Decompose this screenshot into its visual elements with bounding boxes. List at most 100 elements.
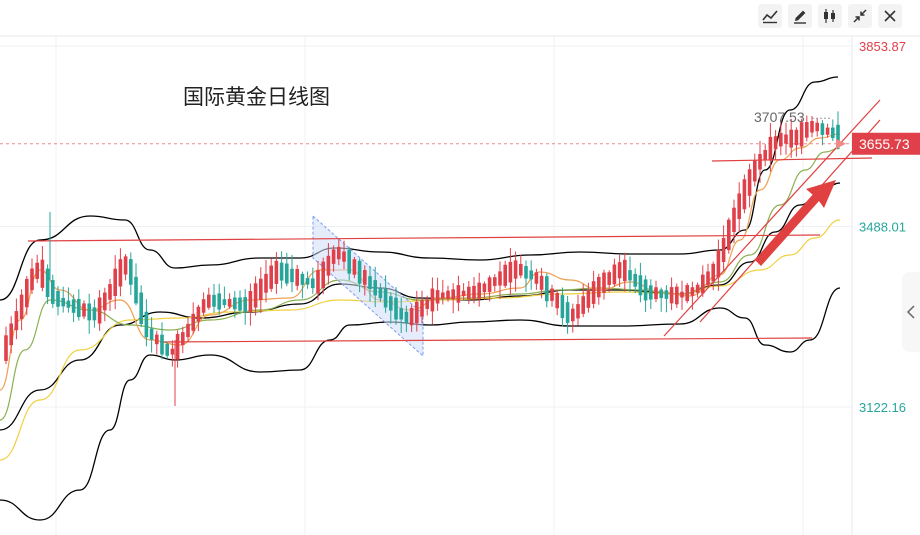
current-price-badge xyxy=(852,132,920,155)
candle-body xyxy=(227,298,232,307)
close-button[interactable] xyxy=(878,4,902,28)
candle-body xyxy=(305,278,310,285)
candle-body xyxy=(207,294,211,308)
candle-body xyxy=(591,281,596,304)
candle-body xyxy=(810,121,814,133)
collapse-button[interactable] xyxy=(848,4,872,28)
candle-body xyxy=(716,249,721,278)
collapse-icon xyxy=(853,9,867,23)
candle-body xyxy=(311,278,315,289)
candle-body xyxy=(576,304,580,319)
candle-body xyxy=(441,292,445,299)
candle-body xyxy=(123,256,128,275)
candle-body xyxy=(565,302,570,323)
candle-body xyxy=(56,290,60,307)
chart-title: 国际黄金日线图 xyxy=(183,85,330,109)
candle-body xyxy=(747,169,752,196)
side-panel-toggle[interactable] xyxy=(902,272,920,352)
candle-body xyxy=(175,333,180,360)
candle-body xyxy=(71,299,76,313)
candle-body xyxy=(201,299,206,313)
candle-body xyxy=(389,296,393,311)
candle-body xyxy=(638,275,643,296)
candle-body xyxy=(404,311,409,324)
candle-body xyxy=(560,295,565,319)
range-bottom-line xyxy=(159,337,813,343)
candle-body xyxy=(352,259,357,275)
candle-body xyxy=(274,260,279,284)
candle-body xyxy=(534,272,539,284)
candle-body xyxy=(513,260,518,279)
moving-averages xyxy=(0,133,841,461)
candle-body xyxy=(503,264,507,286)
candle-body xyxy=(248,291,253,312)
candle-body xyxy=(373,280,377,296)
candle-body xyxy=(233,297,237,310)
candle-body xyxy=(498,271,502,286)
candlestick-icon xyxy=(824,9,835,23)
candle-body xyxy=(550,288,554,301)
candle-body xyxy=(425,299,429,309)
resistance-line xyxy=(711,157,873,162)
candle-body xyxy=(103,292,107,311)
candle-body xyxy=(737,193,741,219)
candle-body xyxy=(659,289,663,299)
candle-body xyxy=(597,276,601,298)
candle-body xyxy=(539,275,544,290)
draw-button[interactable] xyxy=(788,4,812,28)
close-icon xyxy=(884,10,896,22)
candle-body xyxy=(357,260,362,284)
candle-body xyxy=(40,259,45,288)
candle-body xyxy=(285,263,289,284)
candle-body xyxy=(680,291,684,298)
candle-body xyxy=(368,276,372,290)
candle-body xyxy=(238,297,242,311)
candle-body xyxy=(784,134,788,144)
candle-body xyxy=(139,292,143,325)
candle-body xyxy=(467,286,471,299)
line-tool-button[interactable] xyxy=(758,4,782,28)
candle-body xyxy=(669,287,674,304)
candle-body xyxy=(654,287,658,300)
candle-body xyxy=(264,273,268,293)
candle-body xyxy=(529,270,533,280)
candle-body xyxy=(35,262,39,279)
candle-body xyxy=(612,264,617,285)
uptrend-line-upper xyxy=(663,99,881,337)
current-price-label: 3655.73 xyxy=(859,136,910,152)
candle-body xyxy=(732,207,736,233)
candle-body xyxy=(690,287,695,296)
candle-body xyxy=(92,307,97,321)
candle-body xyxy=(181,332,185,346)
candle-body xyxy=(451,289,455,300)
candle-body xyxy=(607,272,611,285)
axis-tick-label: 3122.16 xyxy=(859,400,906,415)
ma-mid-line xyxy=(0,147,841,421)
candle-body xyxy=(602,272,606,293)
candle-body xyxy=(643,279,648,301)
candle-body xyxy=(727,219,731,251)
candle-body xyxy=(779,132,783,147)
candle-body xyxy=(212,294,216,307)
candle-body xyxy=(217,293,221,310)
candle-body xyxy=(321,261,325,289)
candle-body xyxy=(435,290,440,304)
candle-body xyxy=(508,261,513,283)
candle-body xyxy=(331,249,336,264)
pencil-icon xyxy=(794,10,806,24)
chart-type-button[interactable] xyxy=(818,4,842,28)
axis-tick-label: 3488.01 xyxy=(859,220,906,235)
candle-body xyxy=(430,288,435,312)
candle-body xyxy=(144,311,149,338)
candle-body xyxy=(378,287,383,299)
candle-body xyxy=(129,259,133,285)
candle-body xyxy=(118,259,123,287)
candle-body xyxy=(477,282,481,299)
candle-body xyxy=(758,154,762,170)
chart-grid xyxy=(0,35,920,535)
candle-body xyxy=(253,283,258,308)
price-axis: 3853.87 3488.01 3122.16 3655.73 xyxy=(852,39,920,415)
candle-body xyxy=(706,271,710,286)
candle-body xyxy=(675,286,679,305)
candle-body xyxy=(794,129,799,146)
